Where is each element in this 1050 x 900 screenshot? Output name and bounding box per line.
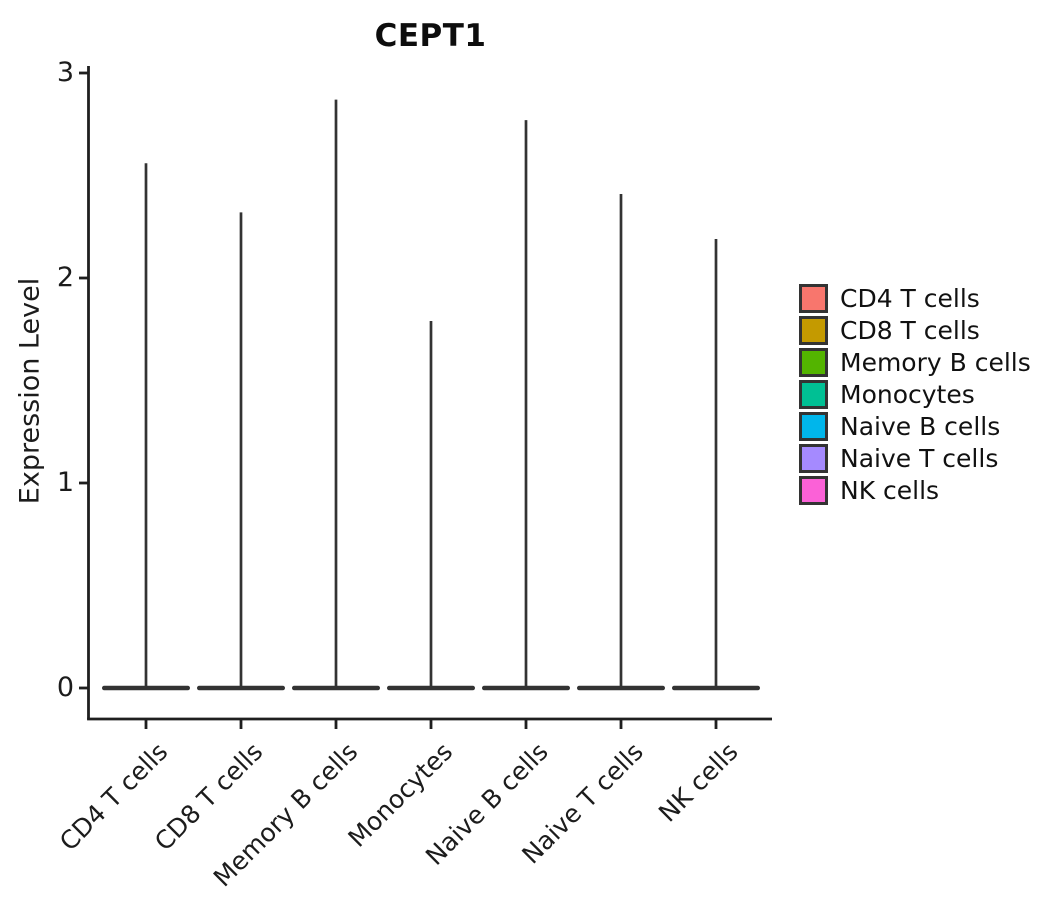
violin-base [102, 685, 190, 691]
legend-label: Naive B cells [840, 411, 1001, 441]
legend-label: CD4 T cells [840, 283, 980, 313]
legend-key-swatch [799, 475, 828, 505]
legend-item: Naive B cells [799, 410, 1031, 442]
violin-base [387, 685, 475, 691]
legend-key-swatch [799, 379, 828, 409]
legend-key-swatch [799, 283, 828, 313]
y-tick-label: 2 [56, 262, 74, 293]
legend-key-swatch [799, 315, 828, 345]
legend-label: Naive T cells [840, 443, 999, 473]
legend-label: Monocytes [840, 379, 975, 409]
legend-label: CD8 T cells [840, 315, 980, 345]
legend-key-swatch [799, 443, 828, 473]
legend-item: CD4 T cells [799, 282, 1031, 314]
violin-base [672, 685, 760, 691]
y-tick-label: 0 [56, 672, 74, 703]
legend-label: NK cells [840, 475, 940, 505]
legend-item: Memory B cells [799, 346, 1031, 378]
y-tick-label: 1 [56, 467, 74, 498]
violin-base [577, 685, 665, 691]
legend-item: Naive T cells [799, 442, 1031, 474]
violin-base [197, 685, 285, 691]
y-tick-label: 3 [56, 57, 74, 88]
legend-label: Memory B cells [840, 347, 1031, 377]
legend-key-swatch [799, 411, 828, 441]
legend-item: Monocytes [799, 378, 1031, 410]
legend-key-swatch [799, 347, 828, 377]
legend-item: NK cells [799, 474, 1031, 506]
legend: CD4 T cells CD8 T cells Memory B cells Mono… [799, 282, 1031, 506]
chart-title: CEPT1 [374, 18, 487, 54]
legend-item: CD8 T cells [799, 314, 1031, 346]
violin-base [292, 685, 380, 691]
violin-base [482, 685, 570, 691]
